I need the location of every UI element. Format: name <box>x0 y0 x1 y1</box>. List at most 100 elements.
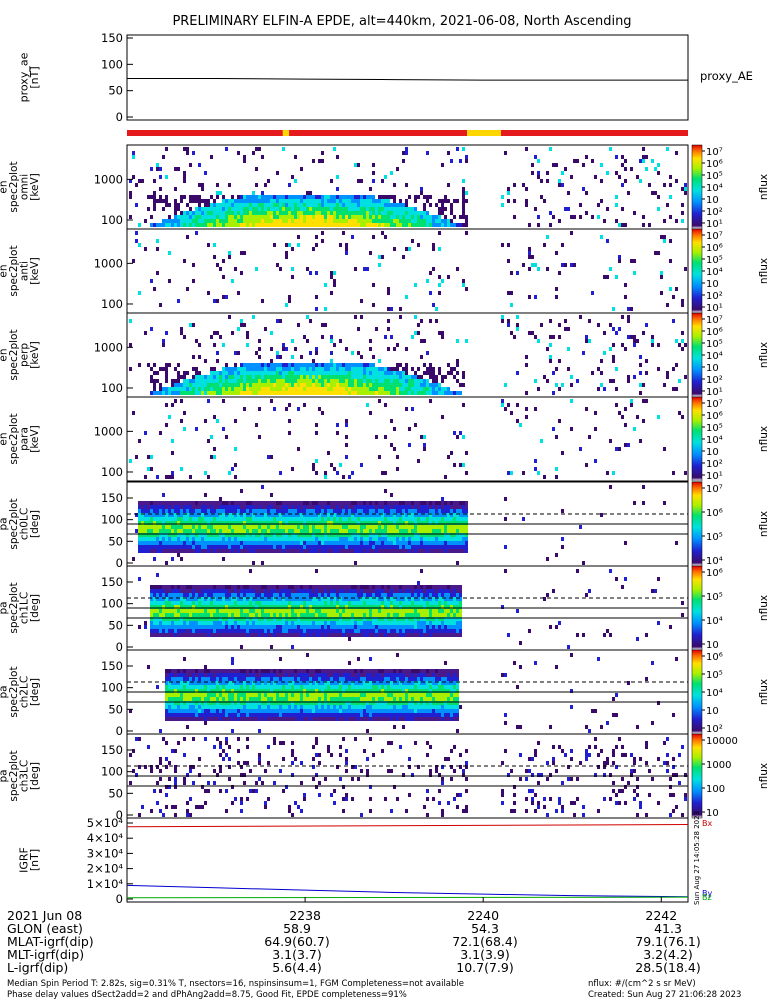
spectrogram-cell <box>600 359 603 363</box>
spectrogram-cell <box>438 211 441 215</box>
spectrogram-cell <box>219 541 222 545</box>
spectrogram-cell <box>504 517 507 521</box>
spectrogram-cell <box>180 517 183 521</box>
spectrogram-cell <box>159 383 162 387</box>
spectrogram-cell <box>510 291 513 295</box>
spectrogram-cell <box>276 505 279 509</box>
spectrogram-cell <box>309 319 312 323</box>
spectrogram-cell <box>450 529 453 533</box>
spectrogram-cell <box>462 537 465 541</box>
spectrogram-cell <box>189 199 192 203</box>
spectrogram-cell <box>204 501 207 505</box>
spectrogram-cell <box>393 589 396 593</box>
spectrogram-cell <box>360 609 363 613</box>
spectrogram-cell <box>384 435 387 439</box>
spectrogram-cell <box>267 195 270 199</box>
spectrogram-cell <box>336 379 339 383</box>
spectrogram-cell <box>447 371 450 375</box>
spectrogram-cell <box>303 629 306 633</box>
spectrogram-cell <box>210 549 213 553</box>
spectrogram-cell <box>204 517 207 521</box>
spectrogram-cell <box>423 545 426 549</box>
spectrogram-cell <box>165 199 168 203</box>
spectrogram-cell <box>552 215 555 219</box>
spectrogram-cell <box>165 541 168 545</box>
spectrogram-cell <box>402 545 405 549</box>
spectrogram-cell <box>633 259 636 263</box>
spectrogram-cell <box>324 541 327 545</box>
spectrogram-cell <box>420 525 423 529</box>
spectrogram-cell <box>366 517 369 521</box>
spectrogram-cell <box>657 171 660 175</box>
spectrogram-cell <box>327 195 330 199</box>
pitch-angle-panels: 150100500elapefpaspec2plotch0LC[deg]10⁷1… <box>0 482 770 822</box>
spectrogram-cell <box>378 199 381 203</box>
spectrogram-cell <box>384 545 387 549</box>
spectrogram-cell <box>159 609 162 613</box>
spectrogram-cell <box>441 549 444 553</box>
spectrogram-cell <box>624 407 627 411</box>
spectrogram-cell <box>165 203 168 207</box>
spectrogram-cell <box>528 247 531 251</box>
spectrogram-cell <box>573 263 576 267</box>
spectrogram-cell <box>315 375 318 379</box>
spectrogram-cell <box>138 525 141 529</box>
spectrogram-cell <box>249 629 252 633</box>
spectrogram-cell <box>459 549 462 553</box>
spectrogram-cell <box>324 629 327 633</box>
spectrogram-cell <box>297 447 300 451</box>
spectrogram-cell <box>189 625 192 629</box>
spectrogram-cell <box>288 387 291 391</box>
spectrogram-cell <box>357 505 360 509</box>
spectrogram-cell <box>315 593 318 597</box>
spectrogram-cell <box>432 375 435 379</box>
spectrogram-cell <box>378 211 381 215</box>
spectrogram-cell <box>234 379 237 383</box>
spectrogram-cell <box>174 203 177 207</box>
spectrogram-cell <box>315 459 318 463</box>
spectrogram-cell <box>321 625 324 629</box>
spectrogram-cell <box>156 475 159 479</box>
spectrogram-cell <box>369 601 372 605</box>
spectrogram-cell <box>240 371 243 375</box>
spectrogram-cell <box>261 363 264 367</box>
spectrogram-cell <box>282 625 285 629</box>
spectrogram-cell <box>279 549 282 553</box>
spectrogram-cell <box>462 549 465 553</box>
spectrogram-cell <box>273 211 276 215</box>
spectrogram-cell <box>192 613 195 617</box>
spectrogram-cell <box>189 215 192 219</box>
spectrogram-cell <box>264 363 267 367</box>
spectrogram-cell <box>201 585 204 589</box>
spectrogram-cell <box>204 207 207 211</box>
spectrogram-cell <box>318 199 321 203</box>
spectrogram-cell <box>390 629 393 633</box>
spectrogram-cell <box>351 585 354 589</box>
spectrogram-cell <box>180 633 183 637</box>
spectrogram-cell <box>420 541 423 545</box>
spectrogram-cell <box>339 613 342 617</box>
spectrogram-cell <box>615 171 618 175</box>
spectrogram-cell <box>429 383 432 387</box>
spectrogram-cell <box>129 191 132 195</box>
spectrogram-cell <box>435 307 438 311</box>
spectrogram-cell <box>423 207 426 211</box>
spectrogram-cell <box>231 609 234 613</box>
spectrogram-cell <box>180 585 183 589</box>
spectrogram-cell <box>438 505 441 509</box>
spectrogram-cell <box>228 315 231 319</box>
spectrogram-cell <box>414 517 417 521</box>
energy-panel: 1000100elapefenspec2plotanti[keV]10⁷10⁶1… <box>0 229 770 314</box>
spectrogram-cell <box>345 199 348 203</box>
spectrogram-cell <box>231 387 234 391</box>
spectrogram-cell <box>429 371 432 375</box>
spectrogram-cell <box>390 597 393 601</box>
spectrogram-cell <box>441 525 444 529</box>
spectrogram-cell <box>219 501 222 505</box>
spectrogram-cell <box>201 537 204 541</box>
spectrogram-cell <box>327 613 330 617</box>
spectrogram-cell <box>141 505 144 509</box>
spectrogram-cell <box>210 629 213 633</box>
spectrogram-cell <box>132 151 135 155</box>
spectrogram-cell <box>294 179 297 183</box>
